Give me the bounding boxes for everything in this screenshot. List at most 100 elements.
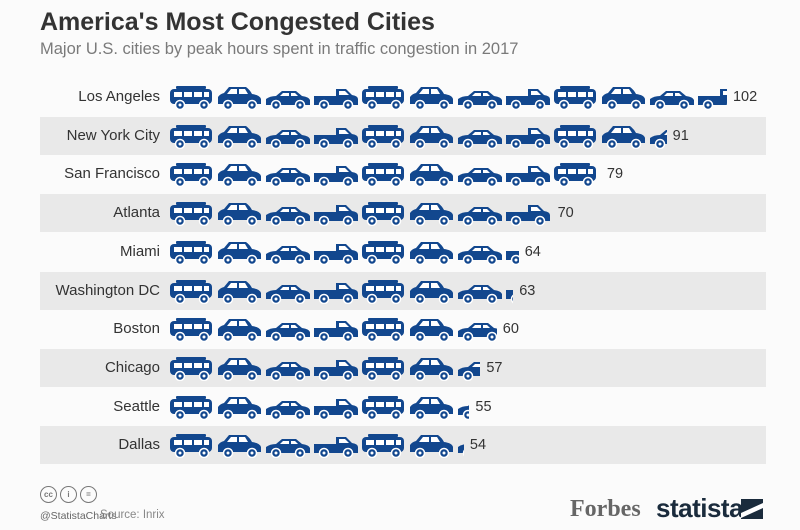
sedan-icon <box>458 168 502 188</box>
hatchback-icon <box>218 435 261 459</box>
value-label: 54 <box>469 437 487 454</box>
value-label: 55 <box>475 398 492 415</box>
pickup-truck-icon <box>314 89 358 110</box>
van-icon <box>362 202 404 227</box>
van-icon <box>170 318 212 343</box>
sedan-icon <box>266 91 310 110</box>
van-icon <box>362 356 404 381</box>
category-label: Washington DC <box>55 281 161 299</box>
category-label: Seattle <box>113 397 160 415</box>
chart-row: Los Angeles 102 <box>40 78 766 116</box>
van-icon <box>170 279 212 304</box>
statista-logo-icon <box>741 499 763 519</box>
value-label: 102 <box>732 89 758 105</box>
value-label: 79 <box>606 166 624 183</box>
pickup-truck-icon <box>314 127 358 149</box>
category-label: Los Angeles <box>78 88 160 105</box>
hatchback-icon <box>410 203 453 227</box>
bar <box>168 200 552 227</box>
hatchback-icon <box>410 280 453 304</box>
chart-row: Washington DC 63 <box>40 271 766 310</box>
category-label: Dallas <box>118 436 160 454</box>
sedan-icon <box>458 245 502 265</box>
van-icon <box>362 434 404 459</box>
value-label: 63 <box>519 282 536 299</box>
van-icon <box>170 395 212 420</box>
sedan-icon <box>266 323 310 343</box>
cc-icon: cc <box>40 486 57 503</box>
hatchback-icon <box>410 125 453 149</box>
bar <box>168 355 481 381</box>
van-icon <box>170 124 212 149</box>
bar <box>168 278 514 304</box>
van-icon <box>170 202 212 227</box>
attribution-icon: i <box>60 486 77 503</box>
chart-row: Atlanta 70 <box>40 194 766 233</box>
chart-row: Dallas 54 <box>40 426 766 465</box>
pickup-truck-icon <box>314 398 358 420</box>
pickup-truck-icon <box>698 89 727 110</box>
hatchback-icon <box>602 87 645 110</box>
chart-row: Boston 60 <box>40 310 766 348</box>
van-icon <box>362 86 404 110</box>
sedan-icon <box>266 168 310 188</box>
van-icon <box>362 163 404 188</box>
value-label: 57 <box>486 359 503 376</box>
pickup-truck-icon <box>506 127 550 149</box>
bar <box>168 316 497 343</box>
no-derivatives-icon: = <box>80 486 97 503</box>
pickup-truck-icon <box>506 250 519 265</box>
category-label: New York City <box>66 126 160 144</box>
chart-row: Seattle 55 <box>40 388 766 426</box>
sedan-icon <box>458 444 464 457</box>
van-icon <box>170 240 212 265</box>
value-label: 91 <box>672 127 689 144</box>
van-icon <box>362 395 404 420</box>
category-label: Chicago <box>104 358 160 376</box>
pickup-truck-icon <box>314 243 358 265</box>
hatchback-icon <box>218 164 261 188</box>
chart-row: Chicago 57 <box>40 348 766 387</box>
sedan-icon <box>458 284 502 304</box>
hatchback-icon <box>410 319 453 343</box>
pickup-truck-icon <box>314 359 358 381</box>
bar <box>168 84 727 110</box>
hatchback-icon <box>602 125 645 149</box>
pickup-truck-icon <box>314 282 358 304</box>
hatchback-icon <box>218 319 261 343</box>
hatchback-icon <box>218 203 261 227</box>
van-icon <box>554 163 596 188</box>
hatchback-icon <box>410 396 453 420</box>
hatchback-icon <box>218 280 261 304</box>
category-label: San Francisco <box>64 165 160 183</box>
sedan-icon <box>266 284 310 304</box>
chart-row: New York City 91 <box>40 116 766 155</box>
van-icon <box>362 279 404 304</box>
pickup-truck-icon <box>506 205 550 227</box>
pickup-truck-icon <box>314 205 358 227</box>
van-icon <box>170 356 212 381</box>
hatchback-icon <box>218 87 261 110</box>
bar <box>168 161 601 188</box>
license-icons: cc i = <box>40 486 97 503</box>
forbes-logo: Forbes <box>570 496 641 522</box>
van-icon <box>170 163 212 188</box>
hatchback-icon <box>410 241 453 265</box>
van-icon <box>362 124 404 149</box>
sedan-icon <box>458 91 502 110</box>
category-label: Boston <box>113 320 160 338</box>
sedan-icon <box>650 129 667 149</box>
pickup-truck-icon <box>314 437 358 459</box>
sedan-icon <box>458 404 470 420</box>
statista-logo: statista <box>656 493 744 523</box>
van-icon <box>554 86 596 110</box>
hatchback-icon <box>218 396 261 420</box>
pickup-truck-icon <box>506 89 550 110</box>
bar <box>168 394 470 420</box>
hatchback-icon <box>410 164 453 188</box>
pickup-truck-icon <box>506 166 550 188</box>
sedan-icon <box>458 361 481 381</box>
sedan-icon <box>650 91 694 110</box>
sedan-icon <box>266 207 310 227</box>
